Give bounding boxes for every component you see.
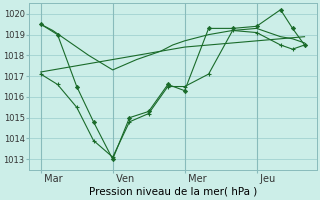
- X-axis label: Pression niveau de la mer( hPa ): Pression niveau de la mer( hPa ): [89, 187, 257, 197]
